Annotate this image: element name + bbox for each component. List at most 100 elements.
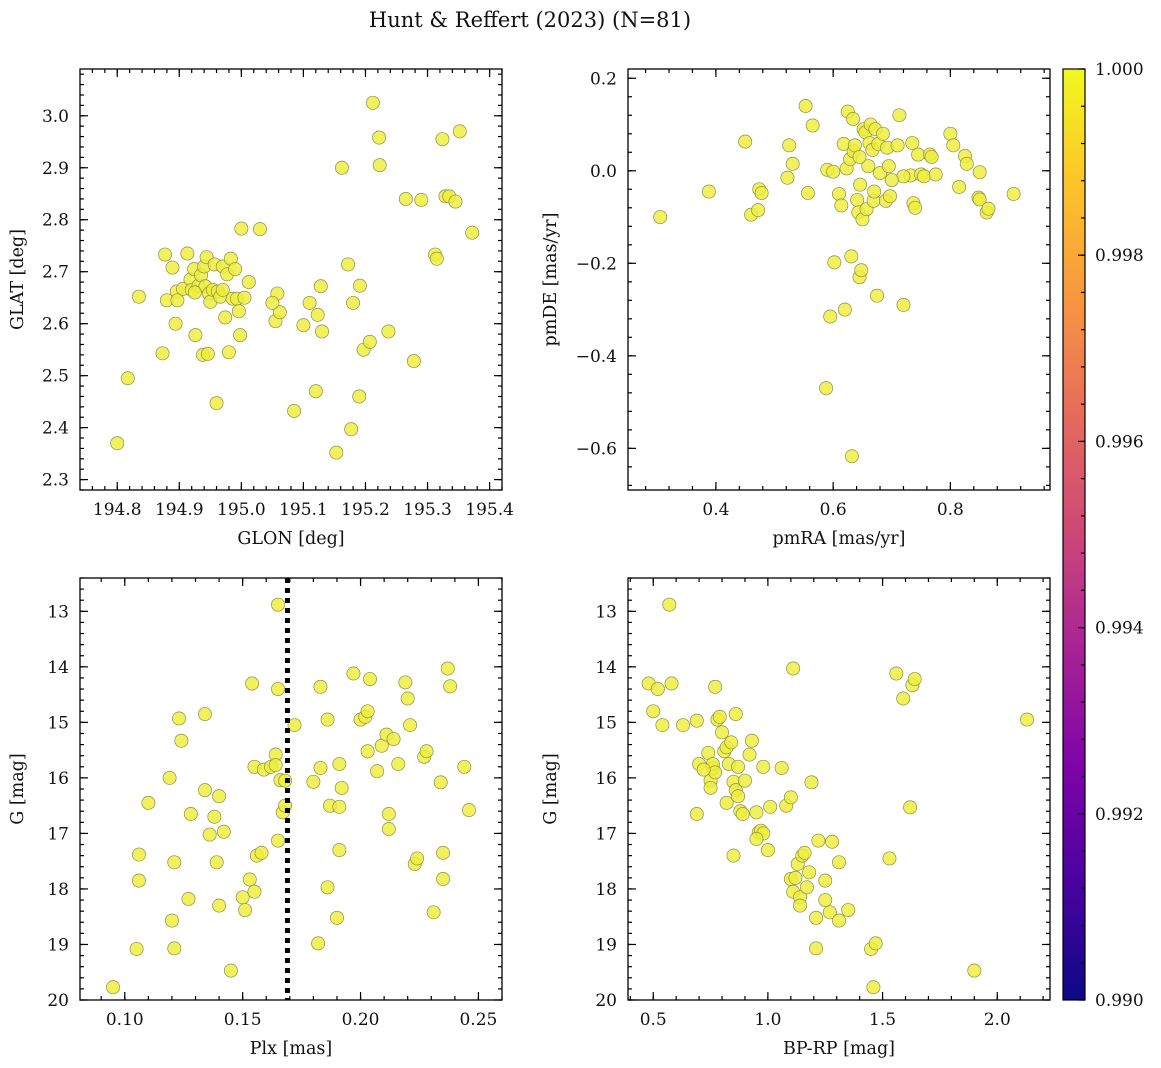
data-point [426, 905, 441, 920]
data-point [696, 762, 711, 777]
data-point [110, 436, 125, 451]
x-tick-label: 195.3 [403, 500, 452, 520]
data-point [296, 318, 311, 333]
data-point [332, 757, 347, 771]
y-tick-label: 0.2 [590, 69, 617, 89]
data-point [751, 203, 766, 218]
data-point [780, 170, 795, 185]
data-point [188, 328, 203, 343]
data-point [352, 389, 367, 404]
data-point [799, 880, 814, 895]
data-point [403, 718, 418, 733]
data-point [892, 108, 907, 123]
data-point [452, 124, 467, 139]
data-point [819, 381, 834, 396]
data-point [268, 758, 283, 773]
data-point [749, 805, 764, 820]
data-point [440, 661, 455, 676]
data-point [972, 165, 987, 180]
data-point [818, 893, 833, 908]
data-point [223, 963, 238, 978]
data-point [689, 807, 704, 821]
data-point [882, 851, 897, 866]
data-point [231, 304, 246, 319]
data-point [866, 980, 881, 995]
data-point [237, 290, 252, 305]
data-point [742, 747, 757, 762]
data-point [735, 807, 750, 821]
data-point [715, 725, 729, 740]
y-tick-label: 2.9 [42, 159, 69, 179]
data-point [785, 156, 800, 171]
data-point [655, 718, 670, 733]
data-point [315, 324, 329, 339]
data-point [419, 744, 434, 759]
data-point [365, 95, 380, 110]
data-point [749, 832, 764, 846]
x-tick-label: 0.10 [106, 1010, 144, 1030]
data-point [272, 305, 287, 320]
data-point [457, 759, 472, 774]
data-point [320, 712, 335, 727]
x-tick-label: 195.2 [341, 500, 390, 520]
data-point [129, 941, 144, 956]
y-tick-label: 20 [595, 991, 617, 1011]
data-point [870, 288, 885, 303]
data-point [854, 263, 869, 278]
data-point [209, 396, 224, 411]
data-point [360, 744, 375, 759]
data-point [215, 282, 230, 297]
data-point [756, 759, 771, 774]
data-point [233, 328, 248, 343]
data-point [341, 257, 356, 272]
y-tick-label: −0.6 [576, 439, 617, 459]
data-point [414, 193, 429, 207]
data-point [728, 707, 743, 721]
data-point [330, 910, 344, 925]
colorbar-gradient [1062, 68, 1086, 1001]
data-point [907, 672, 922, 687]
data-point [381, 807, 396, 821]
data-point [883, 189, 897, 204]
panel-1: 194.8 194.9 195.0 195.1 195.2 195.3 195.4 2.3 2.… [8, 68, 514, 549]
data-point [247, 884, 262, 899]
y-tick-label: 16 [47, 769, 69, 789]
data-point [372, 158, 387, 173]
data-point [228, 262, 243, 277]
data-point [846, 112, 861, 126]
data-point [435, 132, 450, 147]
data-point [744, 733, 759, 748]
data-point [168, 316, 183, 331]
x-tick-label: 1.5 [869, 1010, 896, 1030]
x-tick-label: 1.0 [754, 1010, 781, 1030]
data-point [313, 760, 328, 775]
y-axis-label: GLAT [deg] [8, 229, 28, 330]
data-point [386, 732, 401, 746]
data-point [221, 345, 236, 360]
y-tick-label: 16 [595, 769, 617, 789]
data-point [911, 147, 926, 162]
y-tick-label: 14 [47, 658, 69, 678]
data-point [809, 910, 824, 925]
data-point [832, 913, 846, 928]
data-point [209, 855, 224, 870]
data-point [653, 210, 668, 224]
y-tick-label: 19 [595, 935, 617, 955]
y-tick-label: −0.4 [576, 347, 617, 367]
data-point [662, 597, 677, 612]
data-point [465, 225, 480, 240]
data-point [443, 679, 458, 694]
data-point [181, 891, 196, 906]
axes-frame [627, 68, 1051, 491]
data-point [238, 903, 252, 917]
data-point [106, 980, 120, 995]
data-point [164, 913, 179, 928]
colorbar-tick-label: 0.994 [1095, 619, 1144, 639]
y-tick-label: 14 [595, 658, 617, 678]
data-point [180, 246, 195, 261]
y-tick-label: 13 [47, 602, 69, 622]
data-point [344, 422, 359, 437]
data-point [760, 843, 775, 858]
data-point [218, 310, 233, 325]
points [641, 597, 1035, 995]
